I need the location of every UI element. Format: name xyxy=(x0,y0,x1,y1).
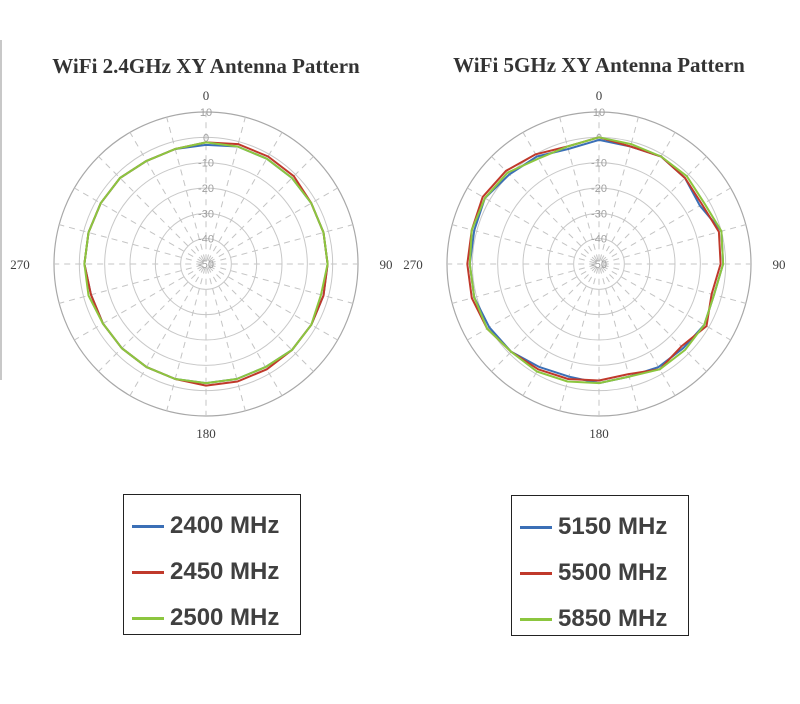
legend-item-5150: 5150 MHz xyxy=(512,504,688,550)
chart-24ghz-radial-tick: -40 xyxy=(198,234,214,246)
legend-label-2400: 2400 MHz xyxy=(170,512,280,539)
chart-5ghz-spoke xyxy=(599,267,639,411)
chart-24ghz-spoke xyxy=(208,156,314,262)
chart-5ghz-spoke xyxy=(452,264,596,304)
chart-24ghz-radial-tick: 10 xyxy=(200,107,212,119)
chart-24ghz-angle-label: 270 xyxy=(10,257,30,272)
chart-5ghz-spoke xyxy=(599,117,639,261)
legend-label-2450: 2450 MHz xyxy=(170,558,280,585)
chart-5ghz-spoke xyxy=(602,187,731,263)
chart-24ghz-spoke xyxy=(59,264,203,304)
chart-24ghz-ring xyxy=(180,238,232,290)
chart-5ghz-ring xyxy=(497,162,701,366)
chart-24ghz-grid xyxy=(53,111,359,417)
chart-5ghz-radial-tick: -40 xyxy=(591,234,607,246)
chart-5ghz-spoke xyxy=(467,187,596,263)
chart-5ghz-angle-label: 270 xyxy=(403,257,423,272)
chart-24ghz-spoke xyxy=(98,156,204,262)
chart-24ghz-radial-tick: -30 xyxy=(198,208,214,220)
chart-24ghz-spoke xyxy=(209,224,353,264)
chart-24ghz-spoke xyxy=(59,224,203,264)
chart-5ghz-angle-label: 90 xyxy=(773,257,786,272)
chart-24ghz-series-2500-mhz xyxy=(83,141,329,385)
chart-24ghz-spoke xyxy=(209,264,353,304)
chart-5ghz-spoke xyxy=(601,266,707,372)
chart-5ghz-spoke xyxy=(491,266,597,372)
chart-24ghz-spoke xyxy=(208,266,314,372)
legend-item-2450: 2450 MHz xyxy=(124,549,300,595)
chart-5ghz-spoke xyxy=(601,156,707,262)
chart-5ghz-spoke xyxy=(522,267,598,396)
legend-swatch-5150 xyxy=(520,525,552,529)
chart-24ghz-spoke xyxy=(129,132,205,261)
chart-24ghz-ring xyxy=(104,162,308,366)
chart-5ghz-ring xyxy=(522,187,676,341)
chart-5ghz-series-5500-mhz xyxy=(466,136,722,382)
legend-label-2500: 2500 MHz xyxy=(170,604,280,631)
chart-5ghz-ring xyxy=(573,238,625,290)
chart-24ghz-radial-tick: 0 xyxy=(203,132,209,144)
chart-5ghz-spoke xyxy=(600,132,676,261)
chart-5ghz-spoke xyxy=(452,224,596,264)
chart-24ghz-title: WiFi 2.4GHz XY Antenna Pattern xyxy=(52,54,360,78)
chart-5ghz-radial-tick: 10 xyxy=(593,107,605,119)
chart-24ghz-spoke xyxy=(209,265,338,341)
chart-24ghz-spoke xyxy=(74,187,203,263)
chart-5ghz-spoke xyxy=(559,267,599,411)
chart-24ghz-spoke xyxy=(166,117,206,261)
chart-24ghz-spoke xyxy=(207,132,283,261)
chart-24ghz-radial-tick: -20 xyxy=(198,183,214,195)
polar-chart-5ghz: WiFi 5GHz XY Antenna Pattern 10 0 -10 -20 -30… xyxy=(403,53,786,441)
chart-24ghz-angle-label: 0 xyxy=(203,88,210,103)
legend-label-5850: 5850 MHz xyxy=(558,605,668,632)
chart-24ghz-spoke xyxy=(166,267,206,411)
chart-24ghz-angle-label: 90 xyxy=(380,257,393,272)
legend-item-5500: 5500 MHz xyxy=(512,550,688,596)
polar-chart-2-4ghz: WiFi 2.4GHz XY Antenna Pattern 10 0 -10 -20 -… xyxy=(10,54,393,441)
legend-swatch-5850 xyxy=(520,617,552,621)
legend-swatch-2450 xyxy=(132,570,164,574)
legend-2-4ghz: 2400 MHz 2450 MHz 2500 MHz xyxy=(123,494,301,635)
chart-24ghz-spoke xyxy=(206,267,246,411)
legend-5ghz: 5150 MHz 5500 MHz 5850 MHz xyxy=(511,495,689,636)
chart-5ghz-radial-tick: -50 xyxy=(591,259,607,271)
chart-24ghz-spoke xyxy=(206,117,246,261)
chart-5ghz-angle-label: 180 xyxy=(589,426,609,441)
chart-5ghz-spoke xyxy=(559,117,599,261)
chart-5ghz-angle-label: 0 xyxy=(596,88,603,103)
legend-swatch-2500 xyxy=(132,616,164,620)
legend-swatch-2400 xyxy=(132,524,164,528)
chart-5ghz-radial-tick: -20 xyxy=(591,183,607,195)
legend-item-5850: 5850 MHz xyxy=(512,596,688,642)
chart-5ghz-spoke xyxy=(602,264,746,304)
chart-5ghz-title: WiFi 5GHz XY Antenna Pattern xyxy=(453,53,745,77)
chart-24ghz-ring xyxy=(129,187,283,341)
chart-5ghz-spoke xyxy=(600,267,676,396)
legend-item-2500: 2500 MHz xyxy=(124,595,300,641)
chart-5ghz-radial-tick: -10 xyxy=(591,158,607,170)
chart-24ghz-spoke xyxy=(209,187,338,263)
chart-5ghz-spoke xyxy=(602,265,731,341)
chart-24ghz-spoke xyxy=(74,265,203,341)
chart-24ghz-radial-tick: -10 xyxy=(198,158,214,170)
legend-label-5150: 5150 MHz xyxy=(558,513,668,540)
chart-5ghz-radial-tick: -30 xyxy=(591,208,607,220)
legend-item-2400: 2400 MHz xyxy=(124,503,300,549)
legend-swatch-5500 xyxy=(520,571,552,575)
legend-label-5500: 5500 MHz xyxy=(558,559,668,586)
chart-24ghz-spoke xyxy=(207,267,283,396)
left-edge-line xyxy=(0,40,2,380)
chart-24ghz-angle-label: 180 xyxy=(196,426,216,441)
chart-24ghz-spoke xyxy=(129,267,205,396)
chart-24ghz-radial-tick: -50 xyxy=(198,259,214,271)
chart-5ghz-series-5850-mhz xyxy=(468,136,725,385)
chart-24ghz-spoke xyxy=(98,266,204,372)
